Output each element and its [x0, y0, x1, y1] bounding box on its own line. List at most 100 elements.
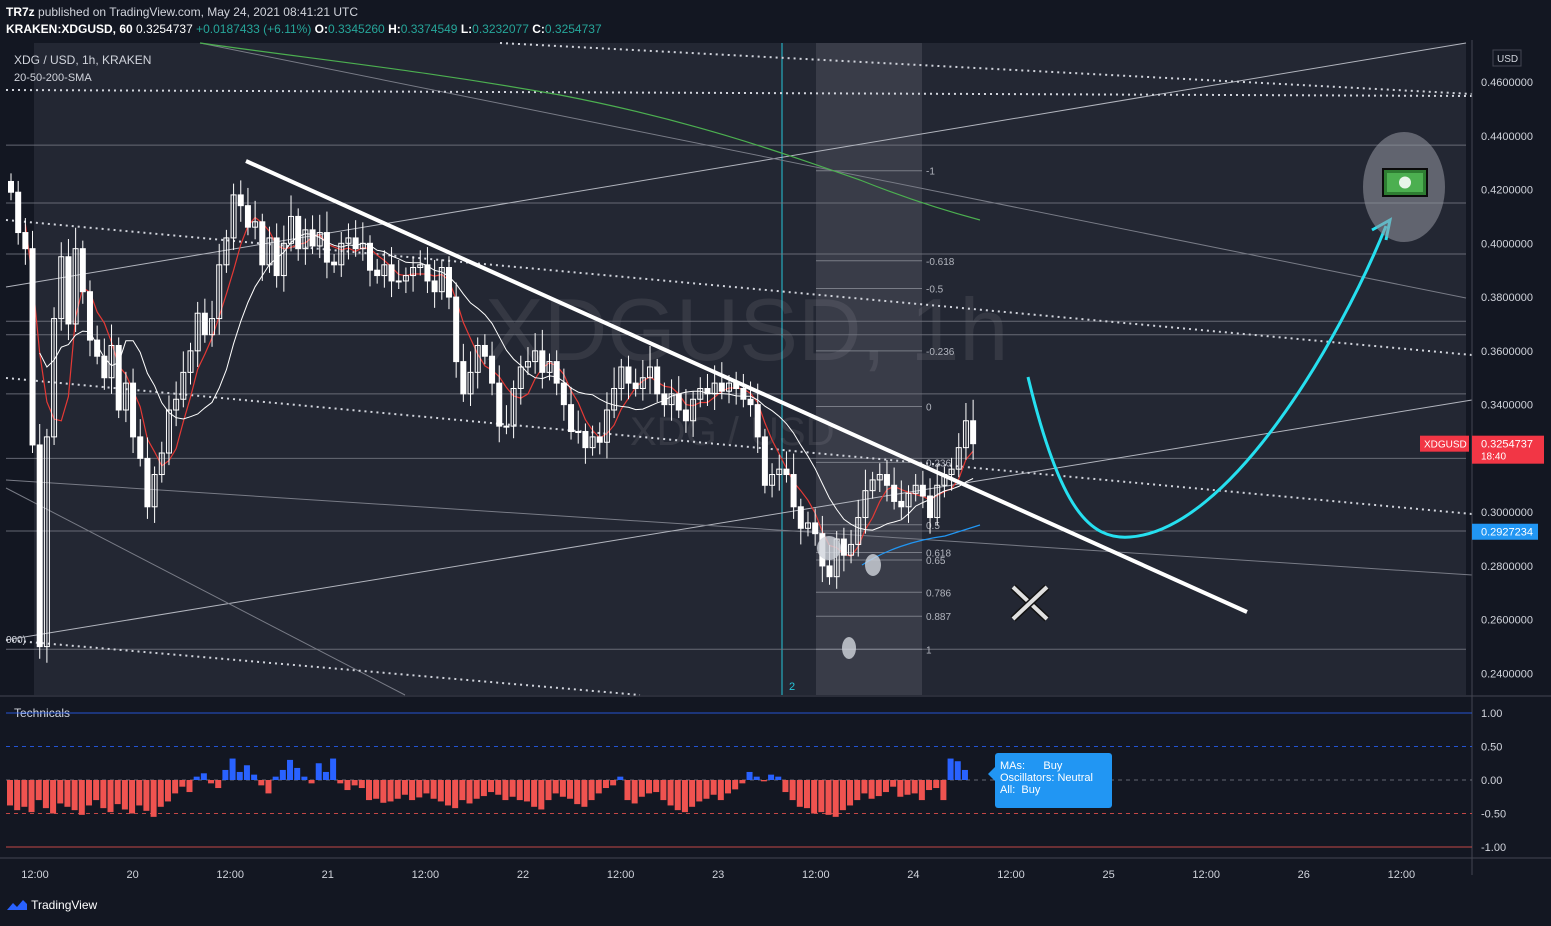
- technicals-bar: [646, 780, 653, 794]
- low-label: L:: [460, 22, 473, 36]
- technicals-bar: [940, 780, 947, 801]
- technicals-bar: [509, 780, 516, 797]
- candle-body: [524, 361, 531, 368]
- price-axis-tick: 0.3000000: [1481, 507, 1533, 519]
- technicals-bar: [243, 765, 250, 780]
- candle-body: [503, 425, 510, 428]
- open-value: 0.3345260: [328, 22, 385, 36]
- wick-highlight-marker: [865, 554, 881, 576]
- technicals-bar: [251, 774, 258, 780]
- candle-body: [467, 371, 474, 395]
- time-axis-tick: 12:00: [412, 869, 440, 881]
- candle-body: [481, 344, 488, 357]
- technicals-bar: [21, 780, 28, 807]
- candle-body: [647, 366, 654, 379]
- technicals-bar: [437, 780, 444, 802]
- time-axis-tick: 24: [907, 869, 919, 881]
- fib-level-label: 0.5: [926, 521, 940, 532]
- wick-highlight-marker: [842, 637, 856, 659]
- candle-body: [682, 409, 689, 422]
- price-axis-tick: 0.4000000: [1481, 238, 1533, 250]
- technicals-bar: [229, 758, 236, 780]
- technicals-bar: [157, 780, 164, 807]
- candle-body: [22, 232, 29, 250]
- candle-body: [230, 194, 237, 239]
- all-label: All:: [1000, 784, 1016, 796]
- candle-body: [445, 267, 452, 298]
- technicals-bar: [825, 780, 832, 815]
- candle-body: [603, 409, 610, 443]
- time-axis-tick: 12:00: [607, 869, 635, 881]
- candle-body: [611, 387, 618, 411]
- candle-body: [546, 361, 553, 373]
- candle-body: [589, 436, 596, 449]
- current-price-countdown: 18:40: [1481, 452, 1506, 463]
- candle-body: [804, 522, 811, 529]
- candle-body: [510, 387, 517, 427]
- candle-body: [36, 444, 43, 648]
- candle-body: [417, 264, 424, 269]
- candle-body: [568, 404, 575, 433]
- publish-info: TR7z published on TradingView.com, May 2…: [6, 5, 358, 19]
- candle-body: [410, 267, 417, 277]
- time-axis-tick: 12:00: [802, 869, 830, 881]
- price-axis-tick: 0.2400000: [1481, 668, 1533, 680]
- technicals-bar: [409, 780, 416, 801]
- technicals-bar: [725, 780, 731, 794]
- candle-body: [223, 237, 230, 266]
- candle-body: [259, 221, 266, 266]
- high-value: 0.3374549: [400, 22, 458, 36]
- technicals-bar: [610, 780, 617, 786]
- technicals-bar: [516, 780, 523, 801]
- osc-value: Neutral: [1057, 772, 1093, 784]
- technicals-bar: [358, 780, 365, 789]
- current-price-tag: [1472, 435, 1544, 464]
- time-axis-tick: 23: [712, 869, 724, 881]
- candle-body: [891, 484, 898, 502]
- candle-body: [661, 393, 668, 406]
- candle-body: [517, 366, 524, 389]
- price-change: +0.0187433 (+6.11%): [196, 22, 312, 36]
- price-chart[interactable]: 2 000) XDGUSD, 1h XDG / USD -1 -0.618 -0.5 -0…: [0, 40, 1551, 890]
- technicals-bar: [746, 771, 753, 780]
- technicals-bar: [35, 780, 42, 801]
- publisher-name[interactable]: TR7z: [6, 5, 35, 19]
- chart-header: TR7z published on TradingView.com, May 2…: [0, 0, 1551, 40]
- technicals-bar: [466, 780, 473, 804]
- technicals-bar: [552, 780, 559, 794]
- technicals-bar: [114, 780, 121, 805]
- highlight-range-background: [34, 43, 1466, 695]
- technicals-bar: [904, 780, 911, 795]
- tradingview-logo[interactable]: TradingView: [6, 898, 97, 912]
- technicals-bar: [638, 780, 645, 797]
- candle-body: [367, 242, 373, 271]
- price-axis-tick: 0.2800000: [1481, 561, 1533, 573]
- candle-body: [122, 382, 129, 411]
- candle-body: [769, 474, 776, 486]
- technicals-bar: [236, 771, 243, 780]
- technicals-bar: [50, 780, 57, 814]
- fib-level-label: -1: [926, 167, 935, 178]
- published-text: published on TradingView.com, May 24, 20…: [38, 5, 358, 19]
- technicals-bar: [100, 780, 107, 809]
- fib-zone-background: [816, 43, 922, 695]
- open-label: O:: [314, 22, 328, 36]
- technicals-bar: [480, 780, 487, 797]
- fib-level-label: 0.65: [926, 556, 946, 567]
- candle-body: [201, 312, 208, 336]
- osc-label: Oscillators:: [1000, 772, 1055, 784]
- candle-body: [489, 355, 496, 384]
- technicals-bar: [164, 780, 171, 802]
- candle-body: [883, 474, 890, 486]
- current-price-symbol: XDGUSD: [1424, 440, 1467, 451]
- technicals-axis-tick: -0.50: [1481, 809, 1506, 821]
- candle-body: [927, 495, 934, 519]
- candle-body: [115, 344, 122, 411]
- candle-body: [173, 398, 180, 411]
- technicals-bar: [380, 780, 387, 803]
- candle-body: [970, 420, 977, 445]
- left-edge-label: 000): [6, 635, 26, 646]
- candle-body: [532, 350, 539, 363]
- technicals-bar: [143, 780, 150, 811]
- technicals-bar: [954, 761, 961, 780]
